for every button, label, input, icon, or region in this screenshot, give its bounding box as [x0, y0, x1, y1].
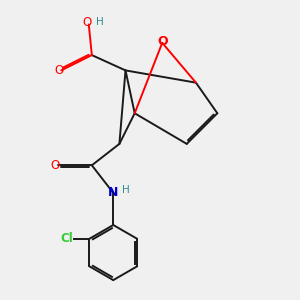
Text: H: H: [122, 185, 130, 195]
Text: O: O: [82, 16, 92, 28]
Text: H: H: [96, 17, 104, 27]
Text: O: O: [54, 64, 63, 77]
Text: N: N: [108, 186, 119, 200]
Text: O: O: [50, 159, 60, 172]
Text: Cl: Cl: [60, 232, 73, 245]
Text: O: O: [157, 35, 168, 48]
